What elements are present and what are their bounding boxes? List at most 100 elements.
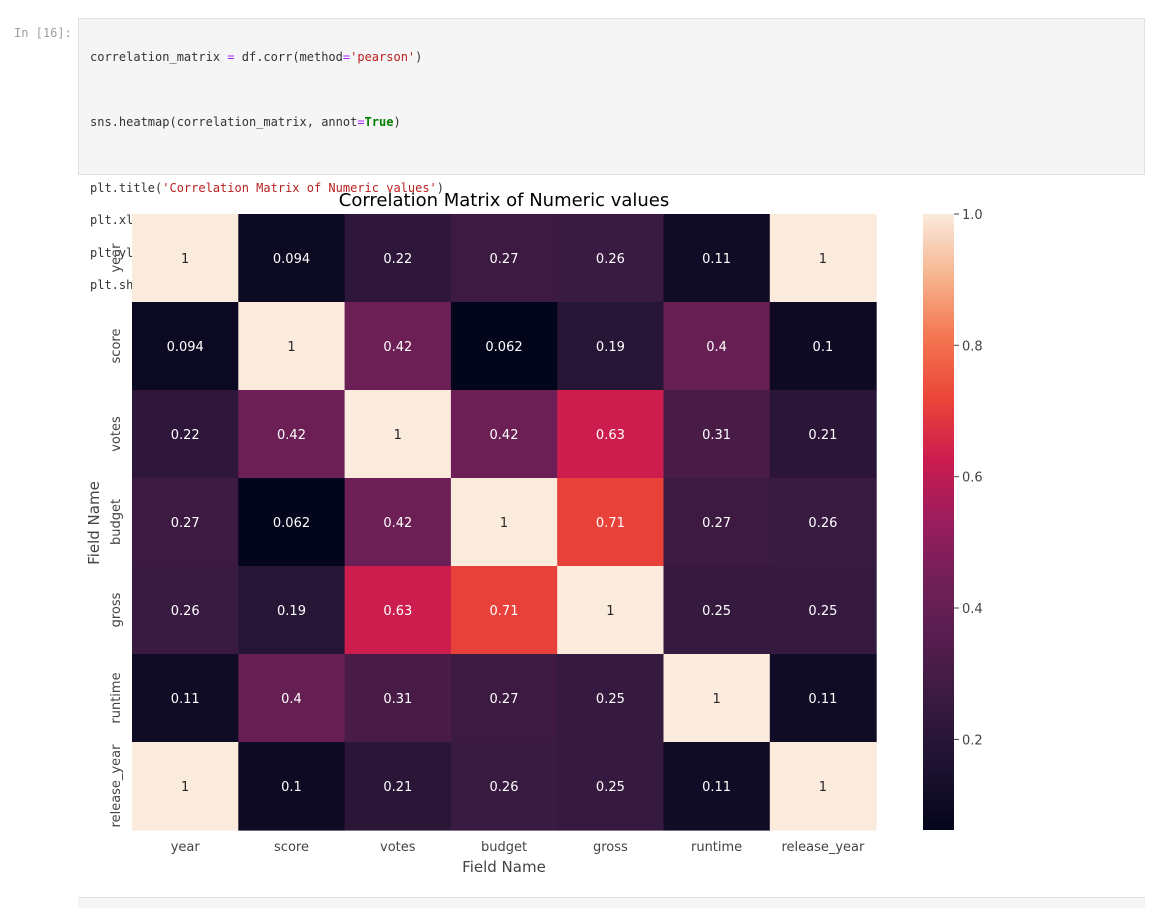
heatmap-cell-label: 1: [606, 604, 614, 619]
heatmap-cell: [557, 566, 665, 655]
heatmap-cell: [450, 478, 558, 567]
heatmap-cell: [557, 654, 665, 743]
x-axis-label: Field Name: [462, 858, 546, 876]
heatmap-cell-label: 0.42: [383, 516, 412, 531]
heatmap-cell: [450, 390, 558, 479]
heatmap-cell: [132, 390, 239, 479]
heatmap-cell-label: 0.19: [277, 604, 306, 619]
heatmap-cell: [769, 478, 877, 567]
heatmap-cell-label: 1: [287, 340, 295, 355]
x-tick-label: votes: [380, 840, 416, 855]
colorbar-tick-label: 0.6: [962, 471, 983, 486]
heatmap-cell: [557, 390, 665, 479]
heatmap-cell-label: 0.63: [596, 428, 625, 443]
y-tick-label: budget: [109, 499, 124, 545]
heatmap-cell-label: 0.094: [167, 340, 204, 355]
heatmap-cell: [769, 390, 877, 479]
heatmap-cell-label: 0.27: [490, 692, 519, 707]
heatmap-cell-label: 0.42: [490, 428, 519, 443]
heatmap-cell-label: 0.26: [596, 252, 625, 267]
heatmap-cell-label: 0.42: [277, 428, 306, 443]
heatmap-cell: [663, 214, 771, 303]
x-tick-label: score: [274, 840, 309, 855]
heatmap-cell-label: 0.19: [596, 340, 625, 355]
heatmap-cell-label: 0.094: [273, 252, 310, 267]
heatmap-cell-label: 0.062: [485, 340, 522, 355]
heatmap-cell: [557, 302, 665, 391]
heatmap-cell: [344, 390, 452, 479]
heatmap-cell: [663, 302, 771, 391]
heatmap-cell: [663, 654, 771, 743]
colorbar-tick-label: 1.0: [962, 208, 983, 223]
heatmap-cell: [450, 302, 558, 391]
heatmap-cell: [450, 214, 558, 303]
heatmap-cell-label: 0.71: [596, 516, 625, 531]
heatmap-cell-label: 0.42: [383, 340, 412, 355]
y-tick-label: votes: [109, 416, 124, 452]
y-tick-label: score: [109, 329, 124, 364]
heatmap-cell-label: 0.27: [702, 516, 731, 531]
heatmap-cell-label: 0.25: [596, 780, 625, 795]
heatmap-cell-label: 1: [712, 692, 720, 707]
heatmap-cell: [450, 742, 558, 831]
heatmap-cell-label: 1: [181, 780, 189, 795]
cell-prompt: In [16]:: [14, 26, 72, 40]
heatmap-cell-label: 0.25: [596, 692, 625, 707]
heatmap-cell-label: 1: [394, 428, 402, 443]
heatmap-cell: [450, 654, 558, 743]
heatmap-cell: [663, 742, 771, 831]
colorbar: [923, 214, 954, 830]
x-tick-label: runtime: [691, 840, 742, 855]
code-line: correlation_matrix = df.corr(method='pea…: [90, 50, 423, 65]
heatmap-cell: [132, 478, 239, 567]
y-tick-label: release_year: [109, 744, 124, 828]
heatmap-cell: [344, 478, 452, 567]
heatmap-cell-label: 0.27: [171, 516, 200, 531]
code-line: ​: [90, 147, 444, 163]
heatmap-cell-label: 1: [819, 252, 827, 267]
chart-title: Correlation Matrix of Numeric values: [339, 190, 670, 211]
heatmap-cell: [769, 302, 877, 391]
heatmap-cell-label: 0.31: [702, 428, 731, 443]
heatmap-cell: [132, 654, 239, 743]
heatmap-cell: [132, 742, 239, 831]
heatmap-cell-label: 0.26: [808, 516, 837, 531]
heatmap-cell: [663, 478, 771, 567]
heatmap-cell-label: 0.21: [808, 428, 837, 443]
heatmap-cell: [132, 302, 239, 391]
heatmap-cell-label: 0.63: [383, 604, 412, 619]
code-cell-input[interactable]: correlation_matrix = df.corr(method='pea…: [78, 18, 1145, 292]
x-tick-label: gross: [593, 840, 628, 855]
heatmap-cell: [238, 390, 346, 479]
x-tick-label: release_year: [781, 840, 865, 855]
x-tick-label: budget: [481, 840, 527, 855]
cell-output: Correlation Matrix of Numeric values 1 0.…: [78, 180, 1018, 884]
heatmap-cell-label: 0.26: [490, 780, 519, 795]
next-cell[interactable]: [78, 897, 1145, 908]
heatmap-cell-label: 0.11: [171, 692, 200, 707]
heatmap-cell-label: 1: [181, 252, 189, 267]
heatmap-cell-label: 0.1: [813, 340, 834, 355]
heatmap-cell: [769, 214, 877, 303]
x-tick-label: year: [171, 840, 201, 855]
heatmap-cell-label: 0.4: [281, 692, 302, 707]
heatmap-cell: [450, 566, 558, 655]
colorbar-tick-label: 0.2: [962, 733, 983, 748]
y-tick-label: year: [109, 243, 124, 273]
heatmap-cell: [238, 566, 346, 655]
heatmap-cells: 1 0.094 0.22 0.27 0.26 0.11 10.094 1 0.42 0.062 0.…: [132, 214, 877, 831]
heatmap-cell-label: 0.25: [808, 604, 837, 619]
heatmap-cell: [769, 742, 877, 831]
heatmap-cell-label: 0.21: [383, 780, 412, 795]
heatmap-cell: [238, 654, 346, 743]
heatmap-cell: [132, 214, 239, 303]
heatmap-cell: [344, 742, 452, 831]
heatmap-cell: [769, 566, 877, 655]
heatmap-cell: [238, 478, 346, 567]
y-axis-label: Field Name: [85, 481, 103, 565]
heatmap-cell: [557, 478, 665, 567]
code-line: sns.heatmap(correlation_matrix, annot=Tr…: [90, 115, 401, 130]
heatmap-cell: [344, 654, 452, 743]
heatmap-cell-label: 0.11: [702, 252, 731, 267]
heatmap-cell-label: 0.31: [383, 692, 412, 707]
